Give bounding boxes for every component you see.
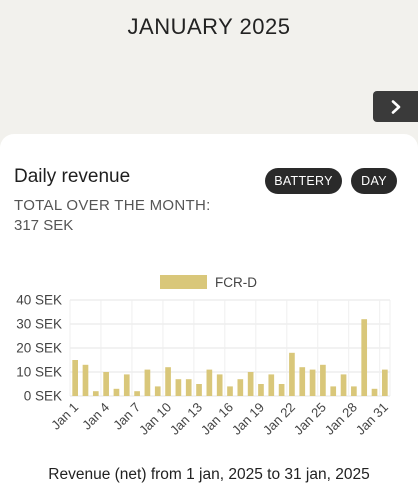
bar-jan-14	[206, 369, 213, 396]
x-tick-label: Jan 25	[291, 400, 329, 438]
y-tick-label: 20 SEK	[16, 341, 62, 356]
chevron-right-icon	[391, 99, 400, 114]
x-tick-label: Jan 13	[167, 400, 205, 438]
bar-jan-17	[237, 379, 244, 396]
bar-jan-1	[72, 360, 78, 396]
next-month-button[interactable]	[373, 91, 418, 122]
y-tick-label: 30 SEK	[16, 317, 62, 332]
bar-jan-13	[196, 384, 202, 396]
bar-jan-22	[289, 352, 295, 396]
bar-jan-23	[299, 367, 306, 396]
bar-jan-15	[216, 374, 223, 396]
x-tick-label: Jan 16	[198, 400, 236, 438]
x-tick-label: Jan 19	[229, 400, 267, 438]
bar-jan-12	[185, 379, 192, 396]
bar-jan-24	[309, 369, 316, 396]
bar-jan-8	[144, 369, 151, 396]
bar-jan-10	[165, 367, 171, 396]
legend-label: FCR-D	[215, 275, 257, 290]
total-value: 317 SEK	[14, 217, 74, 234]
card-title: Daily revenue	[14, 166, 131, 187]
bar-jan-28	[351, 386, 357, 396]
bar-jan-31	[382, 369, 388, 396]
legend-swatch	[160, 275, 207, 289]
bar-jan-20	[268, 374, 275, 396]
x-tick-label: Jan 1	[48, 400, 81, 433]
revenue-card: Daily revenue BATTERY DAY TOTAL OVER THE…	[0, 134, 418, 500]
bar-jan-7	[134, 391, 140, 396]
bar-jan-11	[175, 379, 182, 396]
bar-jan-5	[113, 388, 120, 396]
bar-jan-4	[103, 372, 109, 396]
day-button[interactable]: DAY	[351, 168, 397, 194]
x-tick-label: Jan 31	[353, 400, 391, 438]
bar-jan-18	[247, 372, 254, 396]
x-tick-label: Jan 4	[79, 400, 112, 433]
bar-jan-9	[154, 386, 161, 396]
x-tick-label: Jan 22	[260, 400, 298, 438]
bar-jan-26	[330, 386, 337, 396]
bar-jan-2	[82, 364, 89, 396]
chart-caption: Revenue (net) from 1 jan, 2025 to 31 jan…	[48, 466, 370, 483]
y-tick-label: 10 SEK	[16, 365, 62, 380]
y-tick-label: 0 SEK	[24, 389, 62, 404]
x-tick-label: Jan 10	[136, 400, 174, 438]
bar-jan-21	[278, 384, 285, 396]
bar-jan-27	[340, 374, 347, 396]
total-label: TOTAL OVER THE MONTH:	[14, 197, 211, 214]
bar-jan-3	[92, 391, 99, 396]
bar-jan-25	[320, 364, 326, 396]
y-tick-label: 40 SEK	[16, 293, 62, 308]
bar-jan-19	[258, 384, 264, 396]
bar-jan-29	[361, 319, 368, 396]
battery-button[interactable]: BATTERY	[265, 168, 342, 194]
month-title: JANUARY 2025	[127, 14, 291, 39]
bar-jan-30	[371, 388, 378, 396]
x-tick-label: Jan 28	[322, 400, 360, 438]
bar-jan-6	[123, 374, 130, 396]
bar-jan-16	[227, 386, 233, 396]
